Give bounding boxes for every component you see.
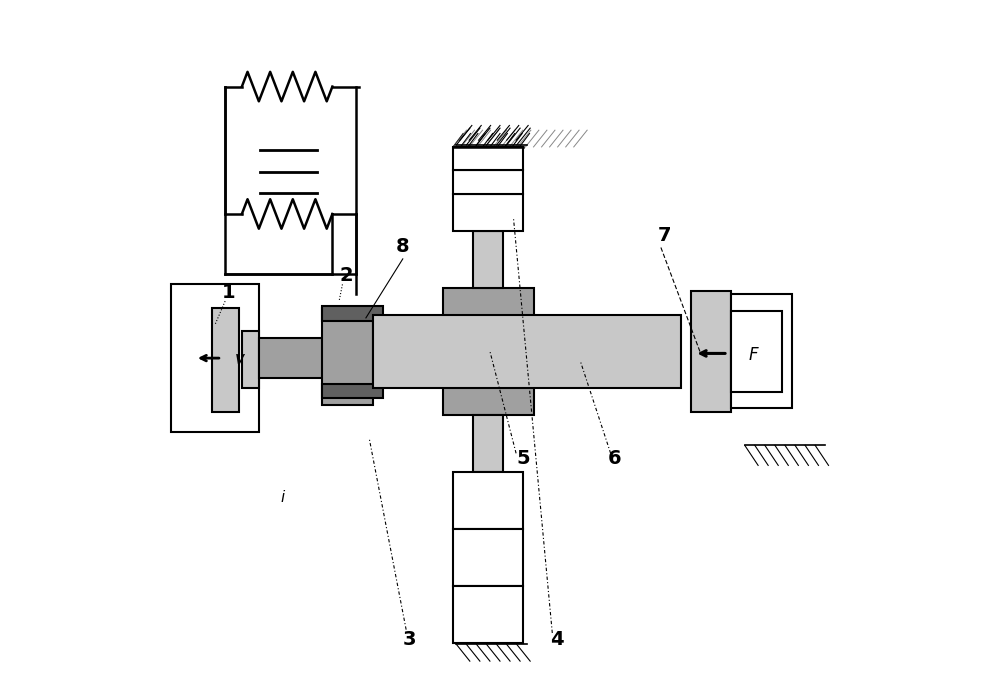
Bar bbox=[171, 285, 259, 432]
Text: 3: 3 bbox=[403, 630, 416, 649]
Bar bbox=[242, 331, 259, 388]
Bar bbox=[453, 147, 523, 170]
Bar bbox=[473, 415, 503, 472]
Bar bbox=[731, 295, 792, 408]
Text: 6: 6 bbox=[607, 449, 621, 468]
Bar bbox=[322, 306, 383, 321]
Bar bbox=[453, 472, 523, 529]
Text: 2: 2 bbox=[339, 266, 353, 285]
Text: 1: 1 bbox=[222, 283, 235, 301]
Bar bbox=[443, 358, 534, 415]
Bar bbox=[443, 288, 534, 345]
Text: 8: 8 bbox=[396, 237, 410, 256]
Bar bbox=[453, 529, 523, 586]
Bar bbox=[473, 231, 503, 288]
Text: v: v bbox=[235, 350, 245, 368]
Bar bbox=[691, 291, 731, 412]
Bar bbox=[453, 194, 523, 231]
Bar bbox=[212, 308, 239, 412]
Bar bbox=[373, 314, 681, 388]
Bar bbox=[322, 383, 383, 398]
Bar bbox=[322, 308, 373, 405]
Bar bbox=[453, 586, 523, 643]
Text: 4: 4 bbox=[550, 630, 564, 649]
Bar bbox=[731, 311, 782, 391]
Text: i: i bbox=[280, 490, 284, 505]
Text: F: F bbox=[748, 345, 758, 364]
Bar bbox=[453, 170, 523, 194]
Text: 7: 7 bbox=[658, 226, 671, 245]
Bar bbox=[259, 338, 326, 379]
Text: 5: 5 bbox=[517, 449, 530, 468]
